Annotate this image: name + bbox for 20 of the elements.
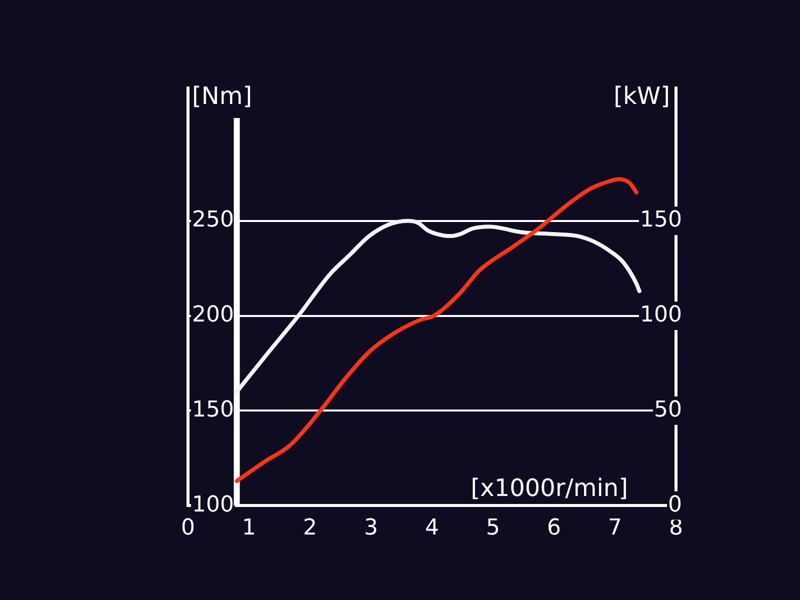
y-tick-label: 250 (192, 208, 234, 233)
x-axis-title: [x1000r/min] (470, 474, 628, 502)
y2-tick-label: 50 (654, 397, 682, 422)
x-tick-label: 4 (425, 516, 439, 541)
x-tick-label: 3 (364, 516, 378, 541)
y2-tick-label: 0 (668, 492, 682, 518)
x-tick-label: 2 (303, 516, 317, 541)
x-tick-label: 6 (547, 516, 561, 541)
y-tick-label: 100 (192, 492, 234, 518)
y-tick-label: 150 (192, 397, 234, 422)
y-axis-title: [Nm] (192, 82, 252, 110)
y-tick-label: 200 (192, 302, 234, 328)
y2-axis-title: [kW] (614, 82, 670, 110)
y2-tick-label: 100 (640, 302, 682, 328)
x-tick-label: 7 (608, 516, 622, 541)
x-tick-label: 5 (486, 516, 500, 541)
y2-tick-label: 150 (640, 208, 682, 233)
line-series (234, 218, 642, 394)
x-tick-label: 1 (242, 516, 256, 541)
x-tick-label: 0 (181, 516, 195, 541)
